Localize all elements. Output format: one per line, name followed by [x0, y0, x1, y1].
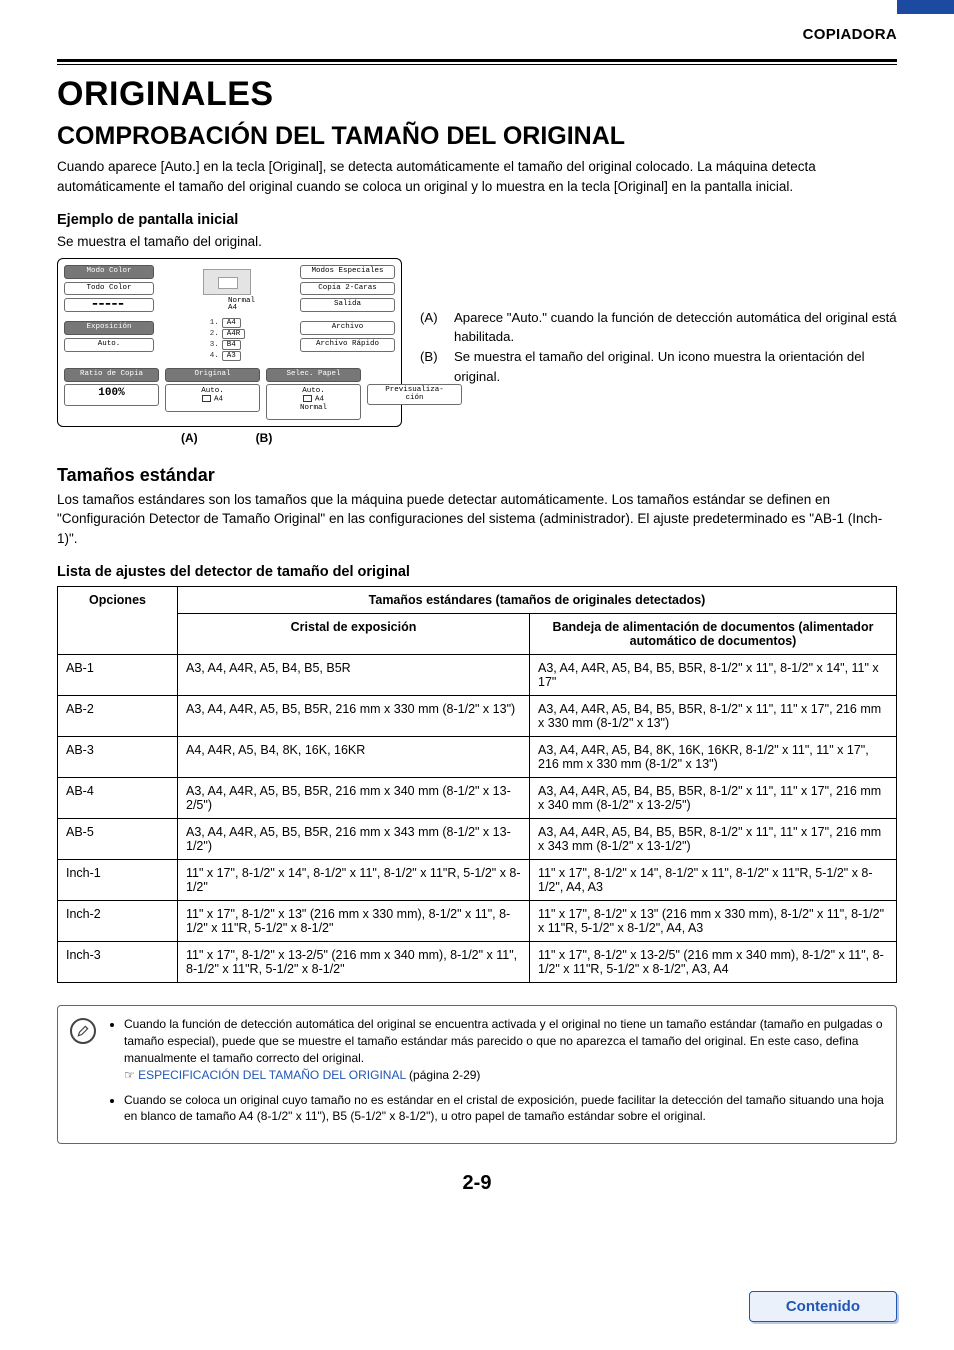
lcd-ratio-label: Ratio de Copia — [64, 368, 159, 382]
cell-option: AB-4 — [58, 778, 178, 819]
cell-option: Inch-3 — [58, 942, 178, 983]
lcd-original-size-line: A4 — [169, 395, 256, 404]
cell-glass: A4, A4R, A5, B4, 8K, 16K, 16KR — [178, 737, 530, 778]
lcd-exposure-label: Exposición — [64, 321, 154, 335]
cell-glass: A3, A4, A4R, A5, B5, B5R, 216 mm x 330 m… — [178, 696, 530, 737]
cell-option: AB-1 — [58, 655, 178, 696]
lcd-output-button[interactable]: Salida — [300, 298, 395, 312]
table-row: AB-3A4, A4R, A5, B4, 8K, 16K, 16KRA3, A4… — [58, 737, 897, 778]
footnote-link[interactable]: ESPECIFICACIÓN DEL TAMAÑO DEL ORIGINAL — [138, 1068, 406, 1082]
callout-list: (A)Aparece "Auto." cuando la función de … — [420, 308, 897, 387]
th-group: Tamaños estándares (tamaños de originale… — [178, 587, 897, 614]
cell-glass: 11" x 17", 8-1/2" x 13-2/5" (216 mm x 34… — [178, 942, 530, 983]
table-row: Inch-211" x 17", 8-1/2" x 13" (216 mm x … — [58, 901, 897, 942]
lcd-panel: Modo Color Todo Color ▬▬▬▬▬ Exposición A… — [57, 258, 402, 427]
lcd-paper-select-button[interactable]: Auto. A4 Normal — [266, 384, 361, 420]
lcd-exposure-button[interactable]: Auto. — [64, 338, 154, 352]
orientation-icon — [303, 395, 312, 402]
table-row: AB-2A3, A4, A4R, A5, B5, B5R, 216 mm x 3… — [58, 696, 897, 737]
cell-option: AB-2 — [58, 696, 178, 737]
cell-glass: A3, A4, A4R, A5, B5, B5R, 216 mm x 343 m… — [178, 819, 530, 860]
section-header: COPIADORA — [57, 26, 897, 43]
page-accent — [897, 0, 954, 14]
example-subtext: Se muestra el tamaño del original. — [57, 232, 897, 252]
callout-a-text: Aparece "Auto." cuando la función de det… — [454, 308, 897, 348]
cell-option: AB-3 — [58, 737, 178, 778]
cell-feeder: A3, A4, A4R, A5, B4, B5, B5R, 8-1/2" x 1… — [530, 819, 897, 860]
pointer-icon: ☞ — [124, 1068, 138, 1082]
sizes-paragraph: Los tamaños estándares son los tamaños q… — [57, 490, 897, 549]
cell-feeder: A3, A4, A4R, A5, B4, B5, B5R, 8-1/2" x 1… — [530, 778, 897, 819]
cell-glass: A3, A4, A4R, A5, B4, B5, B5R — [178, 655, 530, 696]
lcd-2sided-button[interactable]: Copia 2-Caras — [300, 282, 395, 296]
lcd-original-auto-text: Auto. — [169, 388, 256, 396]
printer-icon — [203, 269, 251, 295]
notes-box: Cuando la función de detección automátic… — [57, 1005, 897, 1144]
callout-a-tag: (A) — [420, 308, 448, 348]
callout-b-text: Se muestra el tamaño del original. Un ic… — [454, 347, 897, 387]
cell-option: Inch-2 — [58, 901, 178, 942]
cell-glass: 11" x 17", 8-1/2" x 13" (216 mm x 330 mm… — [178, 901, 530, 942]
page-title: ORIGINALES — [57, 75, 897, 114]
sizes-heading: Tamaños estándar — [57, 465, 897, 486]
list-heading: Lista de ajustes del detector de tamaño … — [57, 564, 897, 580]
example-heading: Ejemplo de pantalla inicial — [57, 212, 897, 228]
cell-feeder: A3, A4, A4R, A5, B4, B5, B5R, 8-1/2" x 1… — [530, 696, 897, 737]
cell-feeder: A3, A4, A4R, A5, B4, B5, B5R, 8-1/2" x 1… — [530, 655, 897, 696]
cell-feeder: 11" x 17", 8-1/2" x 13" (216 mm x 330 mm… — [530, 901, 897, 942]
footnote-1: Cuando la función de detección automátic… — [124, 1016, 884, 1083]
cell-option: AB-5 — [58, 819, 178, 860]
marker-a: (A) — [181, 431, 198, 445]
cell-feeder: 11" x 17", 8-1/2" x 13-2/5" (216 mm x 34… — [530, 942, 897, 983]
th-feeder: Bandeja de alimentación de documentos (a… — [530, 614, 897, 655]
table-row: Inch-111" x 17", 8-1/2" x 14", 8-1/2" x … — [58, 860, 897, 901]
footnote-2: Cuando se coloca un original cuyo tamaño… — [124, 1092, 884, 1126]
th-options: Opciones — [58, 587, 178, 655]
page-subtitle: COMPROBACIÓN DEL TAMAÑO DEL ORIGINAL — [57, 122, 897, 151]
paper-tray-list: 1.A4 2.A4R 3.B4 4.A3 — [209, 318, 246, 361]
double-rule — [57, 59, 897, 65]
lcd-paper-select-label: Selec. Papel — [266, 368, 361, 382]
cell-feeder: 11" x 17", 8-1/2" x 14", 8-1/2" x 11", 8… — [530, 860, 897, 901]
lcd-normal-a4-text: NormalA4 — [160, 298, 294, 313]
th-glass: Cristal de exposición — [178, 614, 530, 655]
lcd-mode-color-label: Modo Color — [64, 265, 154, 279]
lcd-file-button[interactable]: Archivo — [300, 321, 395, 335]
table-row: AB-5A3, A4, A4R, A5, B5, B5R, 216 mm x 3… — [58, 819, 897, 860]
orientation-icon — [202, 395, 211, 402]
lcd-ratio-value: 100% — [98, 387, 124, 399]
note-icon — [70, 1018, 96, 1044]
lcd-original-button[interactable]: Auto. A4 — [165, 384, 260, 412]
size-detector-table: Opciones Tamaños estándares (tamaños de … — [57, 586, 897, 983]
cell-option: Inch-1 — [58, 860, 178, 901]
lcd-ratio-button[interactable]: 100% — [64, 384, 159, 407]
cell-glass: A3, A4, A4R, A5, B5, B5R, 216 mm x 340 m… — [178, 778, 530, 819]
lcd-preview-button[interactable]: Previsualiza- ción — [367, 384, 462, 406]
cell-glass: 11" x 17", 8-1/2" x 14", 8-1/2" x 11", 8… — [178, 860, 530, 901]
intro-paragraph: Cuando aparece [Auto.] en la tecla [Orig… — [57, 157, 897, 196]
lcd-original-label: Original — [165, 368, 260, 382]
page-number: 2-9 — [57, 1172, 897, 1195]
lcd-mode-color-button[interactable]: Todo Color — [64, 282, 154, 296]
lcd-quickfile-button[interactable]: Archivo Rápido — [300, 338, 395, 352]
lcd-color-bar: ▬▬▬▬▬ — [64, 298, 154, 312]
lcd-special-modes-button[interactable]: Modos Especiales — [300, 265, 395, 279]
contents-button[interactable]: Contenido — [749, 1291, 897, 1322]
marker-b: (B) — [256, 431, 273, 445]
table-row: AB-1A3, A4, A4R, A5, B4, B5, B5RA3, A4, … — [58, 655, 897, 696]
table-row: AB-4A3, A4, A4R, A5, B5, B5R, 216 mm x 3… — [58, 778, 897, 819]
table-row: Inch-311" x 17", 8-1/2" x 13-2/5" (216 m… — [58, 942, 897, 983]
cell-feeder: A3, A4, A4R, A5, B4, 8K, 16K, 16KR, 8-1/… — [530, 737, 897, 778]
